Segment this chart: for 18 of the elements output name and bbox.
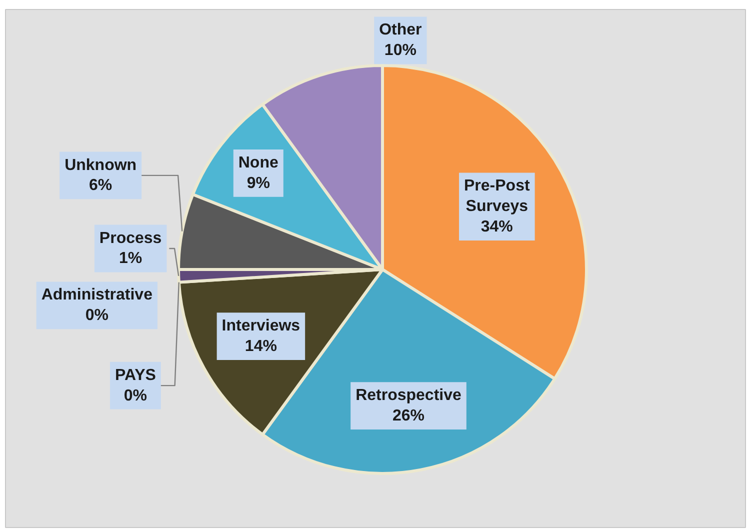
slice-label: Pre-Post Surveys [464, 178, 530, 216]
data-label: 1% [118, 250, 142, 268]
text: 0% [85, 307, 108, 324]
data-label: 9% [246, 174, 270, 192]
slice-label: Process [99, 230, 162, 247]
data-label: 26% [392, 407, 425, 424]
data-label: 14% [244, 338, 277, 356]
category-label: Administrative [41, 286, 152, 304]
slice-label: Unknown [64, 156, 137, 174]
data-label: 10% [384, 42, 416, 60]
slice-label: Other [379, 22, 422, 39]
slice-label: Interviews [222, 318, 300, 335]
slice-label: None [238, 154, 278, 172]
slice-label: Retrospective [356, 387, 462, 404]
data-label: 6% [89, 177, 112, 194]
text: 0% [124, 387, 148, 404]
category-label: PAYS [115, 366, 156, 384]
data-label: 34% [480, 218, 513, 236]
